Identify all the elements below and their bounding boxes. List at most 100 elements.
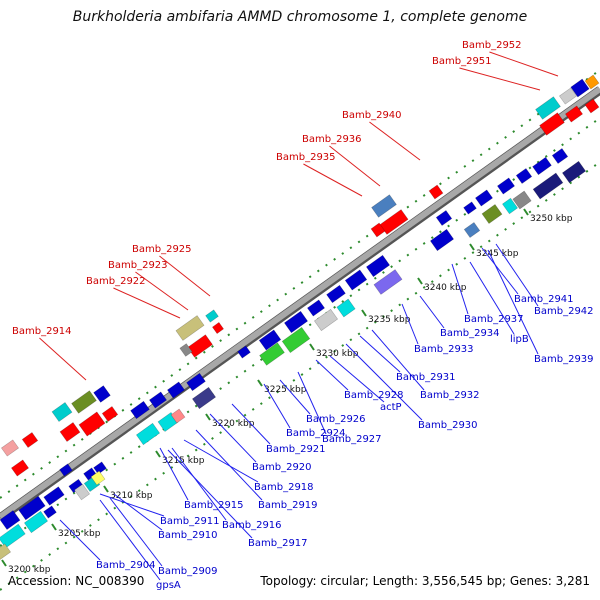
gene-feature [512, 190, 532, 210]
gene-feature [170, 408, 186, 424]
position-tick-label: 3205 kbp [58, 529, 101, 539]
gene-feature [179, 343, 193, 357]
gene-feature [474, 189, 494, 207]
gene-label[interactable]: Bamb_2919 [258, 500, 318, 511]
tick-mark [155, 450, 161, 458]
gene-label[interactable]: actP [380, 402, 402, 413]
label-leader-line [345, 343, 423, 421]
label-leaders [39, 51, 559, 581]
position-tick-label: 3230 kbp [316, 349, 359, 359]
gene-label[interactable]: Bamb_2922 [86, 276, 146, 287]
gene-feature [43, 486, 65, 506]
gene-feature [205, 309, 219, 323]
gene-label[interactable]: Bamb_2924 [286, 428, 346, 439]
gene-feature [78, 411, 106, 437]
gene-feature [429, 228, 455, 252]
gene-feature [237, 345, 251, 359]
gene-feature [90, 470, 106, 486]
label-leader-line [183, 439, 259, 483]
label-leader-line [263, 383, 291, 429]
gene-label[interactable]: Bamb_2918 [254, 482, 314, 493]
map-title: Burkholderia ambifaria AMMD chromosome 1… [72, 9, 528, 25]
position-tick-label: 3225 kbp [264, 385, 307, 395]
gene-feature [551, 148, 569, 164]
gene-feature [532, 156, 552, 176]
gene-feature [428, 184, 444, 200]
label-leader-line [113, 493, 163, 531]
gene-label[interactable]: Bamb_2933 [414, 344, 474, 355]
label-leader-line [231, 403, 271, 445]
gene-feature [93, 385, 111, 403]
gene-label[interactable]: Bamb_2910 [158, 530, 218, 541]
label-leader-line [159, 447, 189, 501]
gene-feature [43, 505, 57, 519]
gene-label[interactable]: Bamb_2951 [432, 56, 492, 67]
tick-mark [103, 485, 109, 493]
tick-mark [205, 413, 211, 421]
gene-feature [212, 322, 224, 334]
label-leader-line [359, 335, 401, 373]
label-leader-line [371, 329, 425, 391]
gene-feature [336, 298, 356, 318]
gene-label[interactable]: Bamb_2930 [418, 420, 478, 431]
gene-feature [0, 543, 12, 561]
gene-label[interactable]: lipB [510, 334, 529, 345]
label-leader-line [487, 249, 539, 355]
gene-feature [23, 510, 49, 534]
gene-feature [135, 422, 161, 446]
gene-label[interactable]: Bamb_2942 [534, 306, 594, 317]
label-leader-line [401, 303, 419, 345]
gene-label[interactable]: Bamb_2909 [158, 566, 218, 577]
gene-label[interactable]: Bamb_2932 [420, 390, 480, 401]
gene-label[interactable]: Bamb_2916 [222, 520, 282, 531]
gene-feature [481, 204, 503, 224]
gene-label[interactable]: Bamb_2923 [108, 260, 168, 271]
gene-label[interactable]: gpsA [156, 580, 181, 591]
position-tick-label: 3215 kbp [162, 456, 205, 466]
chromosome-backbone [0, 86, 600, 520]
position-tick-label: 3240 kbp [424, 283, 467, 293]
gene-label[interactable]: Bamb_2939 [534, 354, 594, 365]
label-leader-line [109, 497, 163, 567]
gene-label[interactable]: Bamb_2915 [184, 500, 244, 511]
gene-feature [59, 463, 73, 477]
gene-label[interactable]: Bamb_2925 [132, 244, 192, 255]
gene-label[interactable]: Bamb_2931 [396, 372, 456, 383]
gene-label[interactable]: Bamb_2940 [342, 110, 402, 121]
gene-label[interactable]: Bamb_2914 [12, 326, 72, 337]
gene-label[interactable]: Bamb_2928 [344, 390, 404, 401]
gene-feature [365, 254, 391, 278]
accession-text: Accession: NC_008390 [8, 574, 145, 588]
tick-mark [361, 309, 367, 317]
gene-label[interactable]: Bamb_2921 [266, 444, 326, 455]
gene-label[interactable]: Bamb_2917 [248, 538, 308, 549]
gene-feature [18, 495, 46, 521]
gene-label[interactable]: Bamb_2952 [462, 40, 522, 51]
gene-feature [148, 391, 168, 409]
gene-feature [0, 523, 26, 549]
gene-feature [130, 400, 150, 420]
gene-feature [281, 326, 311, 354]
gene-label[interactable]: Bamb_2926 [306, 414, 366, 425]
gene-feature [259, 342, 285, 366]
gene-label[interactable]: Bamb_2936 [302, 134, 362, 145]
label-leader-line [209, 413, 257, 463]
tick-mark [1, 559, 7, 567]
label-leader-line [495, 243, 539, 307]
position-tick-label: 3235 kbp [368, 315, 411, 325]
gene-feature [373, 269, 403, 295]
gene-label[interactable]: Bamb_2941 [514, 294, 574, 305]
label-leader-line [419, 295, 445, 329]
gene-label[interactable]: Bamb_2927 [322, 434, 382, 445]
gene-label[interactable]: Bamb_2937 [464, 314, 524, 325]
position-tick-label: 3210 kbp [110, 491, 153, 501]
gene-label[interactable]: Bamb_2904 [96, 560, 156, 571]
gene-label[interactable]: Bamb_2934 [440, 328, 500, 339]
gene-feature [463, 201, 477, 215]
gene-feature [258, 329, 282, 351]
gene-feature [313, 308, 339, 332]
gene-label[interactable]: Bamb_2911 [160, 516, 220, 527]
gene-label[interactable]: Bamb_2920 [252, 462, 312, 473]
gene-label[interactable]: Bamb_2935 [276, 152, 336, 163]
